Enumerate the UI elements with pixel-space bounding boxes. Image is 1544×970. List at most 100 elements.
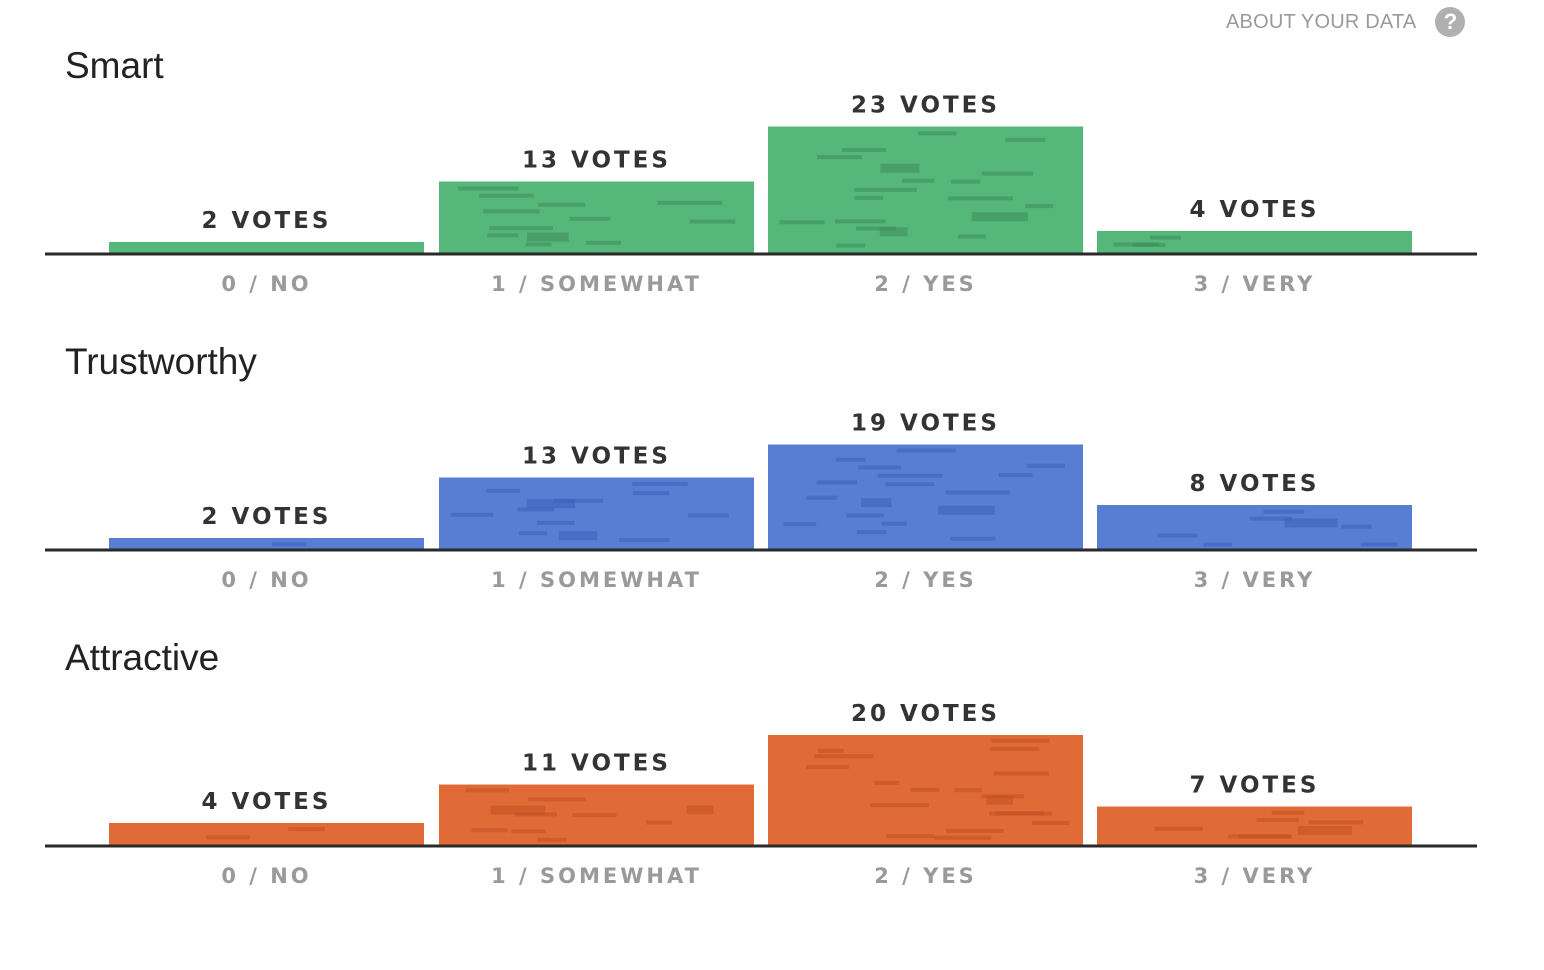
category-label-trustworthy-2: 2 / YES — [874, 568, 977, 592]
bar-texture — [938, 505, 995, 515]
bar-trustworthy-0 — [109, 538, 424, 549]
bar-texture — [981, 171, 1033, 176]
bar-texture — [986, 795, 1013, 805]
help-icon[interactable]: ? — [1435, 7, 1466, 37]
chart-title-attractive: Attractive — [65, 637, 220, 678]
chart-attractive: 4 VOTES 0 / NO 11 VOTES 1 / SOMEWHAT 20 VOTE… — [45, 701, 1477, 888]
category-label-attractive-3: 3 / VERY — [1194, 864, 1316, 888]
bar-texture — [861, 498, 892, 508]
bar-texture — [806, 495, 838, 500]
bar-texture — [841, 148, 887, 152]
bar-texture — [511, 829, 546, 834]
bar-texture — [854, 195, 883, 200]
bar-texture — [836, 243, 865, 248]
bar-texture — [487, 233, 519, 238]
bar-texture — [1341, 524, 1372, 529]
bar-texture — [536, 520, 575, 525]
bar-texture — [632, 491, 670, 496]
bar-texture — [657, 200, 723, 205]
bar-texture — [572, 813, 617, 818]
bar-texture — [991, 738, 1050, 743]
bar-texture — [1271, 810, 1305, 815]
chart-trustworthy: 2 VOTES 0 / NO 13 VOTES 1 / SOMEWHAT 19 VOTE… — [45, 411, 1477, 592]
bar-texture — [902, 178, 935, 183]
category-label-trustworthy-1: 1 / SOMEWHAT — [491, 568, 702, 592]
bar-texture — [525, 242, 552, 247]
bar-texture — [933, 835, 992, 840]
bar-texture — [646, 820, 673, 825]
bar-texture — [918, 131, 957, 136]
chart-smart: 2 VOTES 0 / NO 13 VOTES 1 / SOMEWHAT 23 VOTE… — [45, 93, 1477, 296]
bar-texture — [479, 193, 534, 198]
bar-texture — [989, 811, 1053, 816]
bar-texture — [586, 240, 621, 245]
bar-texture — [993, 771, 1049, 776]
bar-texture — [806, 765, 849, 769]
bar-texture — [1154, 826, 1203, 831]
chart-title-trustworthy: Trustworthy — [65, 341, 257, 382]
value-label-attractive-1: 11 VOTES — [522, 751, 671, 777]
bar-texture — [880, 163, 920, 173]
bar-texture — [971, 212, 1028, 222]
bar-texture — [1249, 516, 1293, 521]
bar-texture — [206, 835, 250, 840]
bar-texture — [1026, 463, 1065, 468]
bar-texture — [1025, 204, 1054, 209]
bar-smart-3 — [1097, 231, 1412, 253]
bar-texture — [458, 186, 519, 191]
category-label-attractive-1: 1 / SOMEWHAT — [491, 864, 702, 888]
bar-texture — [1308, 820, 1364, 825]
bar-texture — [814, 754, 874, 759]
bar-texture — [1150, 235, 1181, 240]
bar-texture — [910, 787, 940, 792]
bar-texture — [686, 805, 714, 815]
category-label-smart-1: 1 / SOMEWHAT — [491, 272, 702, 296]
bar-texture — [1132, 242, 1166, 247]
bar-texture — [526, 232, 569, 242]
category-label-attractive-2: 2 / YES — [874, 864, 977, 888]
bar-texture — [854, 187, 917, 192]
value-label-smart-3: 4 VOTES — [1190, 197, 1320, 223]
bar-attractive-3 — [1097, 806, 1412, 845]
value-label-trustworthy-2: 19 VOTES — [851, 411, 1000, 437]
bar-texture — [538, 202, 586, 207]
bar-attractive-0 — [109, 823, 424, 845]
bar-texture — [688, 513, 729, 518]
bar-texture — [948, 196, 1013, 201]
bar-texture — [528, 797, 586, 802]
value-label-trustworthy-0: 2 VOTES — [202, 504, 332, 530]
bar-texture — [856, 530, 887, 535]
bar-texture — [1284, 518, 1338, 528]
bar-texture — [632, 481, 688, 486]
bar-texture — [946, 828, 1004, 833]
bar-texture — [896, 448, 956, 453]
value-label-attractive-3: 7 VOTES — [1190, 773, 1320, 799]
bar-texture — [1005, 137, 1046, 142]
bar-texture — [558, 531, 598, 541]
bar-texture — [1263, 509, 1305, 514]
bar-texture — [879, 227, 908, 237]
bar-texture — [517, 507, 555, 512]
bar-texture — [489, 226, 553, 231]
bar-texture — [779, 220, 825, 225]
bar-texture — [450, 512, 494, 517]
category-label-smart-0: 0 / NO — [221, 272, 311, 296]
bar-texture — [486, 488, 520, 493]
bar-texture — [817, 748, 844, 753]
bar-texture — [958, 234, 986, 239]
bar-texture — [885, 482, 934, 487]
bar-texture — [288, 827, 325, 832]
about-your-data-link[interactable]: ABOUT YOUR DATA ? — [1226, 6, 1466, 38]
about-your-data-label[interactable]: ABOUT YOUR DATA — [1226, 10, 1417, 33]
bar-texture — [886, 834, 934, 839]
bar-texture — [1256, 818, 1299, 822]
bar-texture — [553, 498, 604, 503]
category-label-trustworthy-3: 3 / VERY — [1194, 568, 1316, 592]
bar-texture — [465, 788, 509, 793]
bar-texture — [816, 480, 857, 485]
bar-texture — [1360, 542, 1398, 547]
bar-texture — [483, 209, 540, 214]
bar-texture — [981, 794, 1025, 799]
bar-smart-2 — [768, 126, 1083, 253]
